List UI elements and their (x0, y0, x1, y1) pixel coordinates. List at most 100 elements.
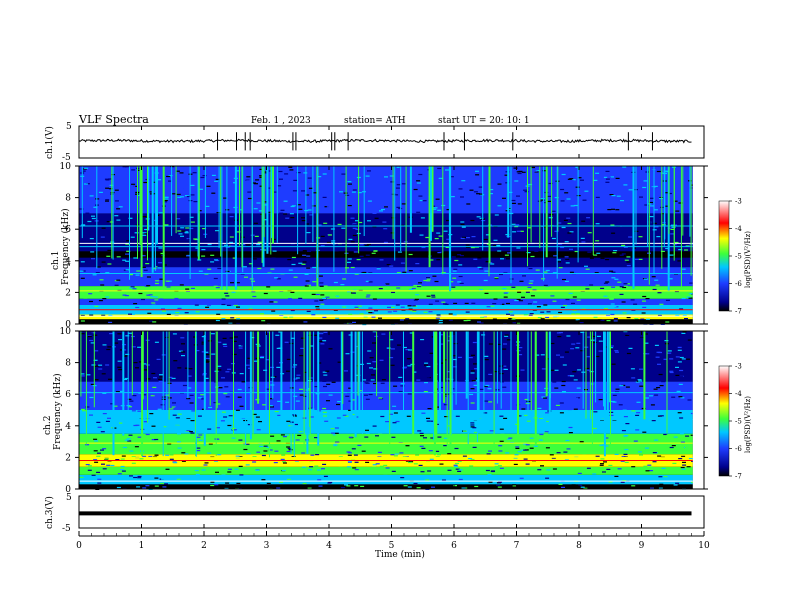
spectrogram-speckle (285, 366, 290, 368)
spectrogram-speckle (100, 449, 104, 451)
spectrogram-speckle (418, 195, 423, 197)
spectrogram-speckle (419, 432, 424, 434)
spectrogram-speckle (656, 351, 661, 353)
spectrogram-speckle (257, 267, 262, 270)
spectrogram-speckle (604, 346, 609, 348)
spectrogram-speckle (172, 402, 176, 404)
spectrogram-speckle (658, 476, 663, 478)
spectrogram-speckle (302, 445, 307, 447)
spectrogram-speckle (409, 336, 414, 338)
spectrogram-speckle (533, 301, 538, 303)
spectrogram-speckle (664, 340, 669, 342)
spectrogram-speckle (352, 399, 357, 401)
spectrogram-speckle (457, 281, 462, 283)
spectrogram-speckle (189, 394, 194, 396)
spectrogram-speckle (643, 333, 648, 335)
spectrogram-speckle (134, 446, 139, 448)
spectrogram-speckle (273, 301, 278, 303)
spectrogram-speckle (229, 216, 234, 218)
spectrogram-speckle (412, 371, 417, 373)
spectrogram-speckle (82, 168, 87, 170)
spectrogram-speckle (252, 456, 257, 458)
spectrogram-speckle (100, 431, 105, 433)
spectrogram-speckle (620, 460, 625, 462)
spectrogram-speckle (412, 310, 417, 313)
spectrogram-speckle (136, 270, 141, 272)
spectrogram-speckle (623, 246, 628, 248)
spectrogram-speckle (602, 471, 606, 473)
spectrogram-speckle (409, 332, 414, 334)
spectrogram-speckle (598, 371, 603, 373)
spec-ytick-label: 8 (65, 194, 71, 204)
spectrogram-speckle (413, 463, 418, 465)
spectrogram-speckle (147, 244, 151, 246)
spectrogram-speckle (480, 360, 485, 362)
spectrogram-speckle (435, 300, 440, 302)
spectrogram-speckle (276, 182, 281, 185)
spectrogram-speckle (634, 258, 639, 260)
spectrogram-speckle (214, 460, 218, 462)
spectrogram-speckle (108, 178, 112, 180)
spectrogram-speckle (516, 230, 521, 232)
spectrogram-speckle (562, 364, 567, 366)
spectrogram-speckle (306, 267, 311, 269)
spectrogram-speckle (347, 460, 352, 462)
spectrogram-speckle (439, 251, 444, 253)
spectrogram-speckle (479, 388, 484, 390)
spectrogram-speckle (361, 376, 366, 378)
spectrogram-speckle (498, 450, 503, 452)
spectrogram-speckle (389, 413, 393, 415)
spectrogram-speckle (492, 245, 497, 247)
spectrogram-speckle (247, 186, 252, 188)
spectrogram-speckle (128, 217, 133, 219)
spectrogram-speckle (238, 345, 243, 347)
spectrogram-speckle (260, 451, 264, 453)
spectrogram-speckle (215, 287, 220, 289)
spectrogram-speckle (148, 455, 153, 458)
spectrogram-speckle (421, 246, 426, 249)
spectrogram-speckle (196, 450, 201, 452)
spectrogram-speckle (659, 197, 663, 200)
spectrogram-speckle (190, 186, 195, 188)
start-ut-label: start UT = 20: 10: 1 (438, 116, 530, 126)
spectrogram-speckle (468, 357, 473, 359)
spectrogram-speckle (662, 270, 667, 272)
spectrogram-speckle (446, 209, 451, 211)
spectrogram-speckle (517, 291, 522, 293)
spectrogram-speckle (679, 308, 684, 310)
spectrogram-speckle (634, 470, 639, 472)
spectrogram-speckle (653, 388, 658, 390)
spectrogram-speckle (582, 199, 587, 201)
spectrogram-speckle (216, 248, 221, 250)
spectrogram-speckle (235, 282, 240, 284)
spectrogram-speckle (315, 293, 320, 296)
spectrogram-speckle (276, 366, 281, 368)
spectrogram-speckle (139, 458, 144, 460)
spectrogram-speckle (152, 386, 157, 388)
spectrogram-speckle (335, 295, 340, 297)
spectrogram-speckle (398, 391, 403, 393)
spectrogram-speckle (350, 425, 355, 427)
spectrogram-speckle (545, 443, 550, 445)
spectrogram-speckle (461, 180, 466, 182)
spectrogram-speckle (528, 314, 533, 316)
spectrogram-speckle (99, 279, 104, 281)
spectrogram-speckle (493, 239, 498, 241)
spectrogram-speckle (238, 183, 243, 185)
spectrogram-speckle (102, 344, 107, 346)
spectrogram-speckle (188, 368, 193, 370)
spectrogram-speckle (218, 387, 223, 389)
spectrogram-speckle (367, 350, 372, 352)
spectrogram-speckle (527, 303, 532, 305)
spectrogram-speckle (291, 263, 296, 266)
spectrogram-speckle (317, 176, 322, 178)
spectrogram-speckle (489, 430, 494, 432)
spectrogram-speckle (102, 392, 107, 394)
spectrogram-speckle (432, 275, 437, 277)
spectrogram-speckle (502, 288, 507, 290)
spectrogram-speckle (159, 376, 164, 378)
spectrogram-speckle (478, 293, 482, 295)
spectrogram-speckle (626, 283, 630, 285)
spectrogram-speckle (665, 175, 670, 177)
spectrogram-speckle (309, 466, 314, 468)
